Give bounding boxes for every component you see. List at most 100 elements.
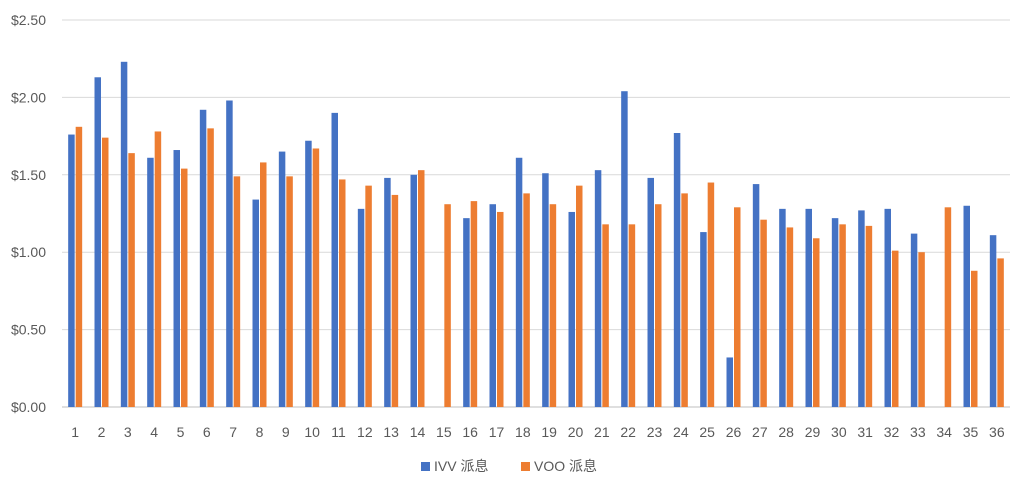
bar-ivv xyxy=(647,177,654,407)
y-tick-label: $1.00 xyxy=(11,244,46,260)
bar-voo xyxy=(418,170,425,407)
legend: IVV 派息 VOO 派息 xyxy=(421,458,597,474)
bar-ivv xyxy=(94,77,101,407)
x-tick-label: 22 xyxy=(620,424,636,440)
y-axis-ticks: $0.00 $0.50 $1.00 $1.50 $2.00 $2.50 xyxy=(11,12,46,415)
bar-ivv xyxy=(858,210,865,407)
y-tick-label: $2.50 xyxy=(11,12,46,28)
legend-swatch-voo xyxy=(521,462,530,471)
x-tick-label: 2 xyxy=(98,424,106,440)
bar-voo xyxy=(286,176,293,407)
x-tick-label: 32 xyxy=(884,424,900,440)
bar-ivv xyxy=(489,204,496,407)
bar-ivv xyxy=(831,218,839,407)
bar-voo xyxy=(628,224,636,407)
bar-ivv xyxy=(199,109,207,407)
x-tick-label: 36 xyxy=(989,424,1005,440)
y-tick-label: $0.00 xyxy=(11,399,46,415)
x-tick-label: 13 xyxy=(383,424,399,440)
bar-voo xyxy=(997,258,1004,407)
bar-voo xyxy=(971,270,978,407)
bar-ivv xyxy=(779,208,786,407)
legend-swatch-ivv xyxy=(421,462,430,471)
bar-voo xyxy=(102,137,109,407)
bar-voo xyxy=(365,185,372,407)
bar-ivv xyxy=(147,157,154,407)
y-tick-label: $1.50 xyxy=(11,167,46,183)
x-tick-label: 19 xyxy=(541,424,557,440)
bar-voo xyxy=(154,131,162,407)
bar-ivv xyxy=(357,208,365,407)
bar-ivv xyxy=(884,208,891,407)
bar-voo xyxy=(865,225,873,407)
bar-voo xyxy=(549,204,557,407)
bar-voo xyxy=(497,211,504,407)
bar-voo xyxy=(813,238,820,407)
x-tick-label: 25 xyxy=(699,424,715,440)
bar-ivv xyxy=(305,140,312,408)
x-tick-label: 9 xyxy=(282,424,290,440)
bar-ivv xyxy=(989,235,997,407)
y-tick-label: $2.00 xyxy=(11,89,46,105)
bar-voo xyxy=(339,179,346,407)
x-axis-ticks: 1 2 3 4 5 6 7 8 9 10 11 12 13 14 15 16 17 18 19 20 21 22 23 24 2… xyxy=(71,424,1005,440)
bar-voo xyxy=(523,193,530,407)
gridlines xyxy=(62,19,1010,408)
bar-voo xyxy=(918,252,925,407)
x-tick-label: 1 xyxy=(71,424,79,440)
x-tick-label: 8 xyxy=(256,424,264,440)
bar-ivv xyxy=(910,233,918,407)
bar-voo xyxy=(260,162,267,407)
x-tick-label: 27 xyxy=(752,424,768,440)
bars xyxy=(68,61,1004,408)
x-tick-label: 28 xyxy=(778,424,794,440)
bar-ivv xyxy=(963,205,970,407)
bar-ivv xyxy=(410,174,417,407)
x-tick-label: 34 xyxy=(936,424,952,440)
x-tick-label: 14 xyxy=(410,424,426,440)
bar-voo xyxy=(75,126,83,407)
bar-ivv xyxy=(68,134,75,408)
bar-voo xyxy=(391,194,399,407)
bar-ivv xyxy=(542,173,549,407)
bar-ivv xyxy=(752,184,760,407)
bar-voo xyxy=(128,153,135,407)
bar-voo xyxy=(892,250,899,407)
x-tick-label: 24 xyxy=(673,424,689,440)
x-tick-label: 20 xyxy=(568,424,584,440)
bar-voo xyxy=(944,207,952,407)
bar-voo xyxy=(734,207,741,407)
bar-ivv xyxy=(252,199,259,407)
x-tick-label: 6 xyxy=(203,424,211,440)
bar-voo xyxy=(444,204,451,407)
x-tick-label: 4 xyxy=(150,424,158,440)
bar-voo xyxy=(839,224,846,407)
bar-voo xyxy=(233,176,241,407)
y-tick-label: $0.50 xyxy=(11,322,46,338)
bar-ivv xyxy=(226,100,233,407)
x-tick-label: 5 xyxy=(177,424,185,440)
x-tick-label: 26 xyxy=(726,424,742,440)
bar-voo xyxy=(760,219,767,407)
bar-voo xyxy=(786,227,794,407)
x-tick-label: 31 xyxy=(857,424,873,440)
bar-ivv xyxy=(805,208,812,407)
x-tick-label: 7 xyxy=(229,424,237,440)
x-tick-label: 17 xyxy=(489,424,505,440)
bar-voo xyxy=(707,182,715,407)
bar-voo xyxy=(470,201,478,407)
x-tick-label: 18 xyxy=(515,424,531,440)
bar-ivv xyxy=(120,61,128,408)
x-tick-label: 3 xyxy=(124,424,132,440)
x-tick-label: 21 xyxy=(594,424,610,440)
legend-label-voo: VOO 派息 xyxy=(534,458,597,474)
bar-ivv xyxy=(384,177,391,407)
bar-voo xyxy=(312,148,320,408)
bar-ivv xyxy=(278,151,286,407)
x-tick-label: 12 xyxy=(357,424,373,440)
bar-ivv xyxy=(621,91,628,408)
bar-voo xyxy=(576,185,583,407)
bar-voo xyxy=(681,193,688,407)
x-tick-label: 16 xyxy=(462,424,478,440)
